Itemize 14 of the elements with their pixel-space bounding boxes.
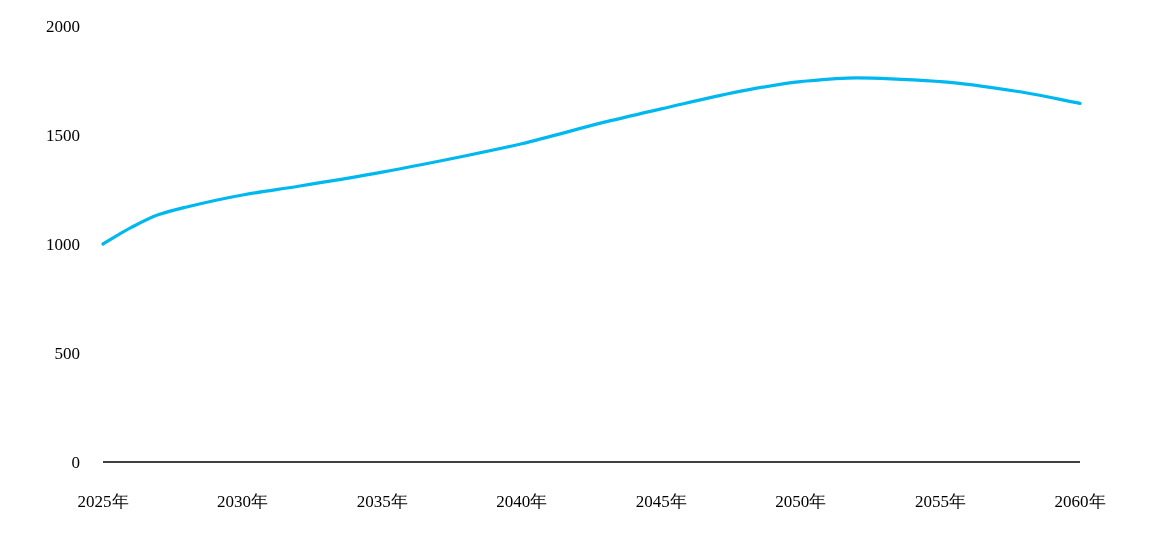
y-tick-label: 500 xyxy=(54,344,80,363)
line-series xyxy=(101,76,1082,246)
y-tick-label: 2000 xyxy=(46,17,80,36)
y-tick-label: 1500 xyxy=(46,126,80,145)
x-tick-label: 2050年 xyxy=(775,492,827,511)
x-tick-label: 2055年 xyxy=(914,492,966,511)
y-tick-label: 0 xyxy=(71,453,80,472)
y-tick-label: 1000 xyxy=(46,235,80,254)
x-tick-label: 2030年 xyxy=(217,492,269,511)
x-tick-label: 2025年 xyxy=(77,492,129,511)
x-tick-label: 2045年 xyxy=(635,492,687,511)
x-tick-label: 2040年 xyxy=(496,492,548,511)
x-tick-label: 2060年 xyxy=(1054,492,1106,511)
x-tick-label: 2035年 xyxy=(356,492,408,511)
